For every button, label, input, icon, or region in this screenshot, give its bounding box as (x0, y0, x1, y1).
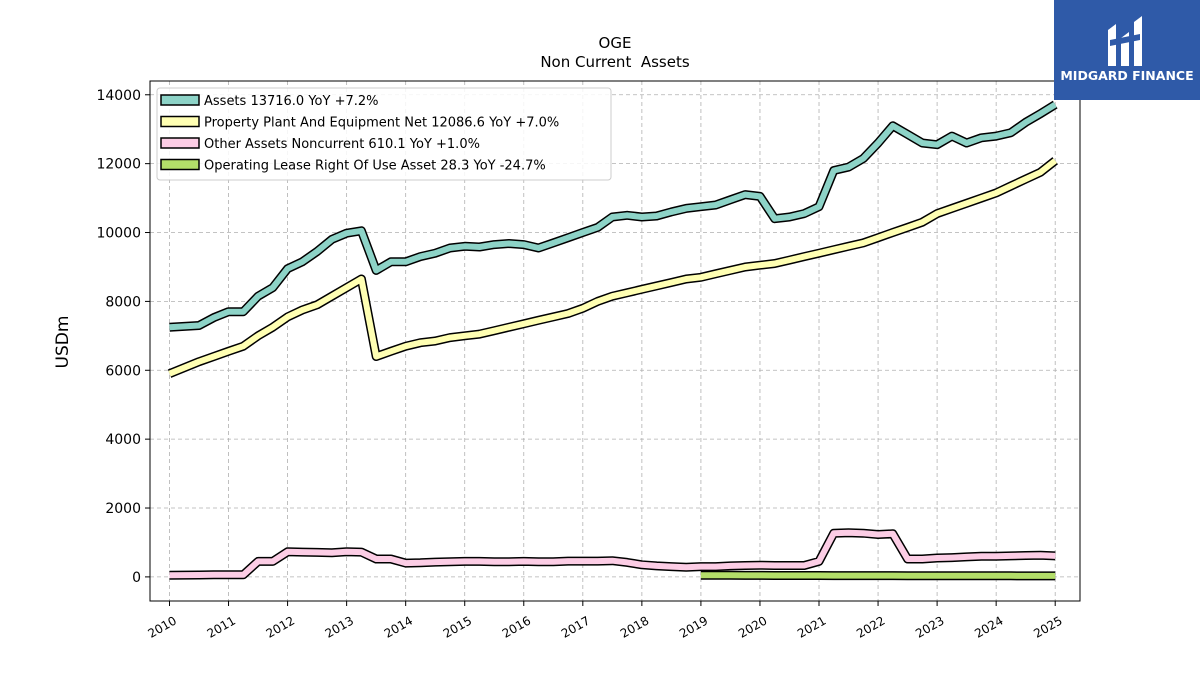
x-tick-label: 2012 (264, 613, 297, 640)
y-tick-label: 6000 (105, 363, 141, 379)
legend-label-0: Assets 13716.0 YoY +7.2% (204, 94, 379, 109)
legend-swatch-3 (160, 158, 200, 171)
legend-box (156, 87, 612, 181)
y-tick-label: 10000 (96, 226, 141, 242)
legend-swatch-0 (160, 94, 200, 106)
y-tick-label: 12000 (96, 157, 141, 173)
y-tick-label: 4000 (105, 432, 141, 448)
y-tick-label: 2000 (105, 501, 141, 517)
x-tick-label: 2018 (618, 613, 651, 640)
brand-logo: MIDGARD FINANCE (1054, 0, 1200, 100)
y-tick-label: 14000 (96, 88, 141, 104)
legend-label-1: Property Plant And Equipment Net 12086.6… (204, 116, 559, 131)
legend-label-3: Operating Lease Right Of Use Asset 28.3 … (204, 159, 546, 174)
x-tick-label: 2020 (736, 613, 769, 640)
series-line-2 (169, 529, 1056, 579)
series-line-outline-1 (167, 157, 1058, 378)
series-lines (167, 100, 1058, 581)
logo-text: MIDGARD FINANCE (1060, 68, 1194, 83)
x-tick-label: 2017 (559, 613, 592, 640)
x-tick-label: 2025 (1031, 613, 1064, 640)
legend-label-2: Other Assets Noncurrent 610.1 YoY +1.0% (204, 137, 480, 152)
x-tick-label: 2011 (205, 613, 238, 640)
x-tick-label: 2016 (500, 613, 533, 640)
x-tick-label: 2021 (795, 613, 828, 640)
x-tick-label: 2014 (382, 613, 415, 640)
series-line-1 (168, 158, 1058, 377)
chart-title: OGE (599, 34, 632, 52)
plot-area-frame (149, 80, 1081, 602)
logo-mark-icon (1108, 16, 1142, 66)
x-tick-label: 2022 (854, 613, 887, 640)
legend-swatch-1 (160, 115, 200, 128)
x-tick-label: 2023 (913, 613, 946, 640)
x-tick-label: 2013 (323, 613, 356, 640)
chart-subtitle: Non Current Assets (540, 53, 690, 71)
series-line-0 (169, 102, 1057, 331)
x-tick-label: 2010 (146, 613, 179, 640)
legend-swatch-2 (160, 137, 200, 149)
x-tick-label: 2024 (972, 613, 1005, 640)
x-tick-label: 2015 (441, 613, 474, 640)
series-line-3 (700, 572, 1056, 579)
y-tick-label: 0 (132, 570, 141, 586)
y-tick-label: 8000 (105, 294, 141, 310)
x-tick-label: 2019 (677, 613, 710, 640)
y-axis-label: USDm (53, 316, 73, 369)
legend: Assets 13716.0 YoY +7.2% Property Plant A… (156, 87, 612, 181)
